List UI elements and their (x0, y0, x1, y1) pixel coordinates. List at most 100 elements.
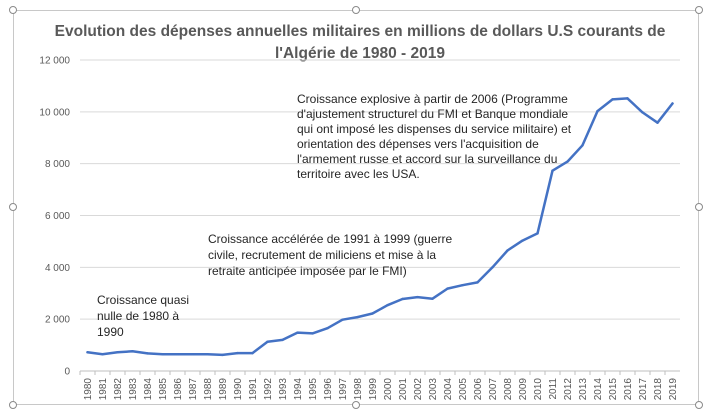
x-tick-label: 1985 (158, 378, 169, 401)
data-point-1983 (131, 350, 134, 353)
data-point-2015 (611, 98, 614, 101)
chart-title-line-2: l'Algérie de 1980 - 2019 (275, 45, 445, 62)
data-point-1996 (326, 327, 329, 330)
data-point-1990 (236, 351, 239, 355)
x-tick-label: 2016 (623, 378, 634, 401)
x-tick-label: 1989 (218, 378, 229, 401)
x-tick-label: 2004 (443, 378, 454, 401)
x-tick-label: 2002 (413, 378, 424, 401)
x-tick-label: 2013 (578, 378, 589, 401)
data-point-2004 (446, 287, 449, 290)
data-point-1986 (176, 352, 179, 356)
x-tick-label: 1994 (293, 378, 304, 401)
y-tick-label: 4 000 (45, 263, 70, 274)
data-point-2001 (401, 297, 404, 301)
data-point-2003 (431, 297, 434, 300)
annotation-1980-1990: Croissance quasi nulle de 1980 à 1990 (97, 293, 192, 339)
x-tick-label: 2001 (398, 378, 409, 401)
data-point-2013 (581, 144, 584, 147)
x-tick-label: 2009 (518, 378, 529, 401)
y-tick-label: 10 000 (39, 107, 70, 118)
x-tick-label: 1982 (113, 378, 124, 401)
data-point-2006 (476, 281, 479, 284)
resize-handle-bottom-right[interactable] (695, 401, 703, 409)
data-point-1989 (221, 353, 224, 357)
data-point-1998 (356, 315, 359, 319)
resize-handle-middle-right[interactable] (695, 203, 703, 211)
x-tick-label: 1988 (203, 378, 214, 401)
x-tick-label: 1981 (98, 378, 109, 401)
y-tick-label: 6 000 (45, 211, 70, 222)
y-tick-label: 2 000 (45, 315, 70, 326)
data-point-1991 (251, 351, 254, 355)
data-point-2017 (641, 111, 644, 114)
x-tick-label: 2011 (548, 378, 559, 400)
x-tick-label: 2017 (638, 378, 649, 401)
annotation-2006-onwards: Croissance explosive à partir de 2006 (P… (297, 92, 574, 181)
x-tick-label: 1992 (263, 378, 274, 401)
x-tick-label: 1990 (233, 378, 244, 401)
data-point-2009 (521, 239, 524, 242)
x-tick-label: 2012 (563, 378, 574, 401)
data-point-2005 (461, 284, 464, 287)
data-point-2000 (386, 303, 389, 307)
x-tick-label: 1983 (128, 378, 139, 401)
series-line (86, 97, 674, 357)
x-tick-label: 1986 (173, 378, 184, 401)
x-tick-label: 2015 (608, 378, 619, 401)
data-point-1999 (371, 312, 374, 315)
x-tick-label: 1984 (143, 378, 154, 401)
resize-handle-bottom-center[interactable] (352, 401, 360, 409)
x-tick-label: 2019 (668, 378, 679, 401)
x-tick-label: 2003 (428, 378, 439, 401)
resize-handle-middle-left[interactable] (9, 203, 17, 211)
x-tick-label: 1991 (248, 378, 259, 401)
data-point-1987 (191, 352, 194, 356)
data-point-1994 (296, 331, 299, 334)
data-point-1993 (281, 338, 284, 342)
x-tick-label: 2018 (653, 378, 664, 401)
data-point-1982 (116, 351, 119, 354)
data-point-1997 (341, 318, 344, 321)
data-point-1984 (146, 352, 149, 355)
annotation-1991-1999: Croissance accélérée de 1991 à 1999 (gue… (208, 232, 456, 278)
y-tick-label: 0 (64, 367, 70, 378)
data-point-1985 (161, 352, 164, 356)
x-tick-label: 2005 (458, 378, 469, 401)
x-tick-label: 2007 (488, 378, 499, 401)
data-point-2002 (416, 295, 419, 299)
data-point-2010 (536, 232, 539, 235)
x-tick-label: 1987 (188, 378, 199, 401)
data-point-1980 (86, 351, 89, 354)
x-tick-label: 2010 (533, 378, 544, 401)
x-tick-label: 1999 (368, 378, 379, 401)
data-point-2018 (656, 121, 659, 124)
chart-title-line-1: Evolution des dépenses annuelles militai… (55, 23, 666, 40)
data-point-2016 (626, 97, 629, 100)
x-tick-label: 1998 (353, 378, 364, 401)
data-point-2008 (506, 249, 509, 252)
data-point-2019 (671, 102, 674, 105)
x-tick-label: 2006 (473, 378, 484, 401)
data-point-1988 (206, 352, 209, 356)
data-point-2011 (551, 169, 554, 172)
data-point-1992 (266, 340, 269, 343)
y-tick-label: 12 000 (39, 56, 70, 67)
resize-handle-top-right[interactable] (695, 6, 703, 14)
y-tick-label: 8 000 (45, 159, 70, 170)
resize-handle-bottom-left[interactable] (9, 401, 17, 409)
x-tick-label: 1995 (308, 378, 319, 401)
x-tick-label: 2014 (593, 378, 604, 401)
resize-handle-top-center[interactable] (352, 6, 360, 14)
data-point-2014 (596, 109, 599, 113)
data-point-2007 (491, 266, 494, 269)
x-tick-label: 1997 (338, 378, 349, 401)
x-tick-label: 2008 (503, 378, 514, 401)
data-point-1981 (101, 352, 104, 356)
x-tick-label: 2000 (383, 378, 394, 401)
data-point-1995 (311, 332, 314, 335)
x-tick-label: 1980 (83, 378, 94, 401)
data-point-2012 (566, 160, 569, 163)
resize-handle-top-left[interactable] (9, 6, 17, 14)
